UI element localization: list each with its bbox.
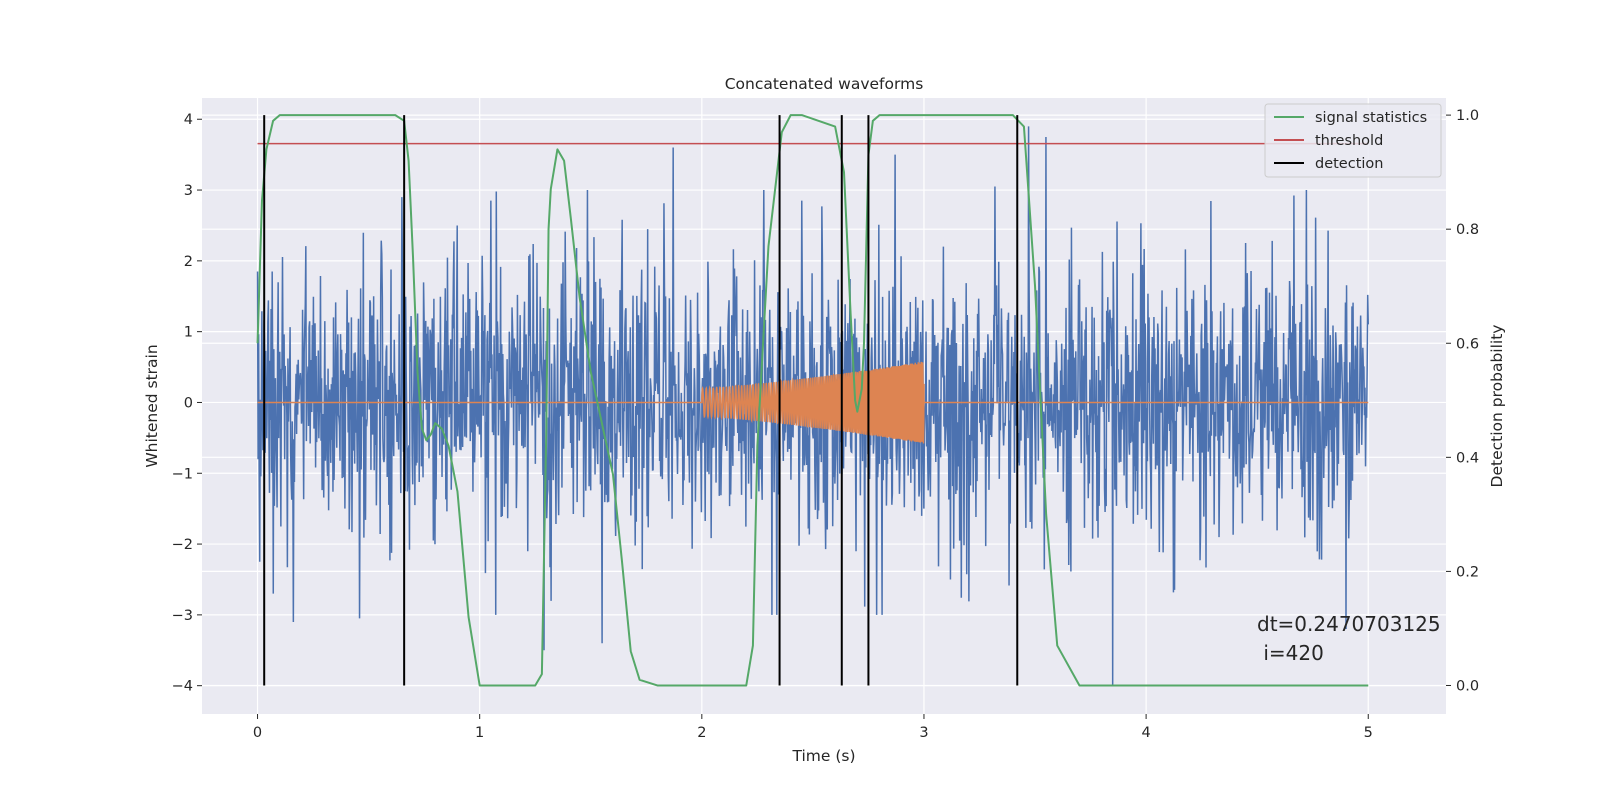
x-tick-label-1: 1 <box>475 725 484 741</box>
y-tick-label-3: −1 <box>172 466 193 482</box>
x-tick-label-2: 2 <box>697 725 706 741</box>
signal-statistics-line <box>256 114 1369 687</box>
legend-label-threshold: threshold <box>1315 133 1383 149</box>
y-tick-label-7: 3 <box>184 183 193 199</box>
legend-label-detection: detection <box>1315 156 1383 172</box>
y2-tick-label-1: 0.2 <box>1456 564 1479 580</box>
x-tick-label-3: 3 <box>919 725 928 741</box>
whitened-strain-line <box>256 126 1369 686</box>
injected-chirp-line <box>257 361 1369 444</box>
y-tick-label-1: −3 <box>172 608 193 624</box>
y-tick-label-8: 4 <box>184 112 193 128</box>
axes: 0 1 2 3 4 5 −4 −3 −2 −1 0 1 2 3 4 0.0 0.2 0.4 0.6 0.8 1.0 <box>172 108 1479 741</box>
x-tick-label-0: 0 <box>253 725 262 741</box>
plot-area <box>256 114 1369 687</box>
x-tick-label-5: 5 <box>1364 725 1373 741</box>
x-tick-label-4: 4 <box>1141 725 1150 741</box>
y2-tick-label-4: 0.8 <box>1456 222 1479 238</box>
y-tick-label-4: 0 <box>184 395 193 411</box>
legend-label-signal-statistics: signal statistics <box>1315 110 1427 126</box>
y-axis-label: Whitened strain <box>143 344 161 467</box>
legend: signal statistics threshold detection <box>1264 103 1442 178</box>
y2-tick-label-2: 0.4 <box>1456 450 1479 466</box>
y2-tick-label-3: 0.6 <box>1456 336 1479 352</box>
y2-axis-label: Detection probability <box>1488 325 1506 488</box>
chart-title: Concatenated waveforms <box>725 75 924 93</box>
x-axis-label: Time (s) <box>791 747 855 765</box>
annotation-index: i=420 <box>1257 641 1324 665</box>
y2-tick-label-0: 0.0 <box>1456 678 1479 694</box>
y-tick-label-0: −4 <box>172 679 193 695</box>
y-tick-label-6: 2 <box>184 254 193 270</box>
y-tick-label-5: 1 <box>184 325 193 341</box>
y2-tick-label-5: 1.0 <box>1456 108 1479 124</box>
annotation-dt: dt=0.2470703125 <box>1257 612 1441 636</box>
y-tick-label-2: −2 <box>172 537 193 553</box>
legend-box <box>1264 103 1442 178</box>
